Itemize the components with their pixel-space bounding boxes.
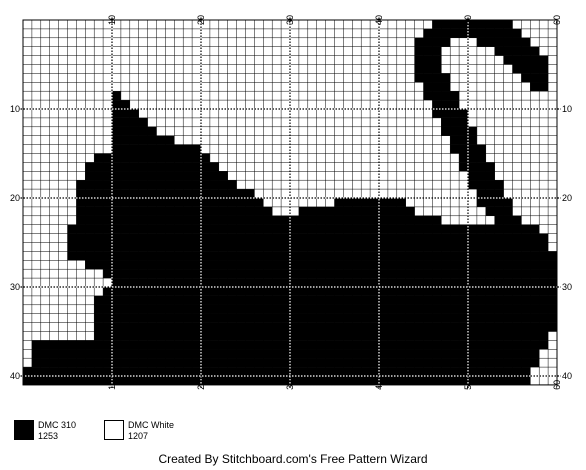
- cross-stitch-pattern-grid: 10 10 20 20 30 30 40 40 50 50 60 60 10 10 20 20 30 30 40 40: [10, 15, 572, 390]
- color-swatch-white: [104, 420, 124, 440]
- stitch-block: [476, 189, 504, 198]
- stitch-block: [103, 287, 557, 296]
- stitch-block: [494, 46, 540, 56]
- stitch-block: [414, 64, 442, 74]
- row-label-right: 10: [562, 104, 572, 114]
- stitch-block: [94, 153, 210, 163]
- stitch-block: [85, 162, 219, 172]
- column-label-bottom: 20: [196, 380, 206, 390]
- footer-credit: Created By Stitchboard.com's Free Patter…: [158, 452, 428, 466]
- stitch-block: [441, 117, 468, 127]
- column-label-bottom: 40: [374, 380, 384, 390]
- column-label-top: 60: [552, 15, 562, 25]
- stitch-block: [112, 109, 139, 118]
- stitch-block: [31, 358, 540, 368]
- stitch-block: [103, 269, 557, 279]
- legend-thread-code: 1253: [38, 431, 59, 441]
- row-label-left: 40: [10, 371, 20, 381]
- column-label-top: 40: [374, 15, 384, 25]
- pattern-grid-lines: [19, 16, 561, 389]
- stitch-block: [468, 171, 495, 181]
- row-label-right: 20: [562, 193, 572, 203]
- column-label-bottom: 60: [552, 380, 562, 390]
- stitch-block: [521, 73, 549, 83]
- stitch-block: [459, 153, 486, 163]
- legend-thread-code: 1207: [128, 431, 149, 441]
- legend-text: DMC White 1207: [128, 420, 174, 442]
- row-label-right: 40: [562, 371, 572, 381]
- stitch-block: [76, 198, 264, 207]
- stitch-block: [414, 55, 442, 65]
- column-label-top: 10: [107, 15, 117, 25]
- stitch-block: [67, 251, 557, 261]
- stitch-block: [112, 91, 121, 101]
- stitch-block: [423, 82, 451, 92]
- row-label-right: 30: [562, 282, 572, 292]
- column-label-top: 20: [196, 15, 206, 25]
- stitch-block: [423, 28, 468, 38]
- stitch-block: [494, 215, 522, 225]
- row-label-left: 20: [10, 193, 20, 203]
- column-label-bottom: 10: [107, 380, 117, 390]
- stitch-block: [112, 126, 157, 136]
- row-label-left: 30: [10, 282, 20, 292]
- stitch-block: [112, 135, 175, 145]
- column-label-top: 30: [285, 15, 295, 25]
- stitch-block: [85, 260, 558, 270]
- grid-border: [22, 19, 558, 386]
- column-label-bottom: 30: [285, 380, 295, 390]
- stitch-block: [94, 331, 549, 341]
- stitch-block: [450, 135, 477, 145]
- stitch-block: [67, 224, 540, 234]
- color-swatch-black: [14, 420, 34, 440]
- legend-item-dmc-white: DMC White 1207: [104, 414, 184, 448]
- stitch-block: [31, 349, 540, 359]
- stitch-block: [432, 20, 513, 29]
- row-label-left: 10: [10, 104, 20, 114]
- column-label-bottom: 50: [463, 380, 473, 390]
- stitch-block: [503, 55, 549, 65]
- stitch-block: [485, 206, 513, 216]
- stitch-block: [23, 367, 531, 376]
- legend-thread-name: DMC White: [128, 420, 175, 430]
- axis-labels: 10 10 20 20 30 30 40 40 50 50 60 60 10 10 20 20 30 30 40 40: [10, 15, 572, 390]
- stitch-block: [432, 100, 460, 109]
- legend-thread-name: DMC 310: [38, 420, 77, 430]
- stitch-block: [23, 376, 531, 385]
- stitch-block: [298, 206, 415, 216]
- stitch-block: [414, 46, 442, 56]
- legend-item-dmc-310: DMC 310 1253: [14, 414, 94, 448]
- column-label-top: 50: [463, 15, 473, 25]
- legend-text: DMC 310 1253: [38, 420, 76, 442]
